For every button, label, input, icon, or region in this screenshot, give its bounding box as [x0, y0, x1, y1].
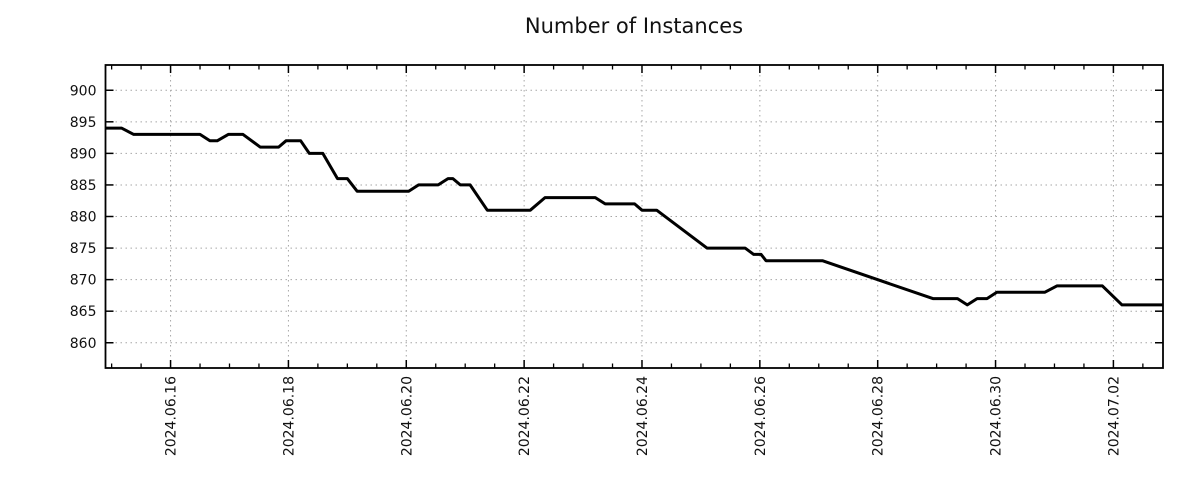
x-tick-label: 2024.06.30 — [989, 376, 1005, 456]
y-tick-label: 900 — [70, 83, 97, 99]
y-tick-label: 890 — [70, 146, 97, 162]
y-tick-label: 870 — [70, 273, 97, 289]
x-tick-label: 2024.06.18 — [281, 376, 297, 456]
axis-layer — [104, 64, 1164, 369]
x-tick-label: 2024.06.20 — [399, 376, 415, 456]
y-tick-label: 885 — [70, 178, 97, 194]
y-tick-label: 860 — [70, 336, 97, 352]
data-layer — [105, 126, 1163, 307]
x-tick-label: 2024.06.26 — [753, 376, 769, 456]
y-tick-label: 875 — [70, 241, 97, 257]
plot-border — [104, 64, 1164, 369]
chart-title: Number of Instances — [525, 14, 743, 38]
x-tick-label: 2024.06.22 — [517, 376, 533, 456]
label-layer: 860 865 870 875 880 885 890 895 900 2024.06.16 202… — [70, 83, 1123, 456]
x-tick-label: 2024.06.28 — [871, 376, 887, 456]
y-tick-label: 865 — [70, 304, 97, 320]
x-tick-label: 2024.06.24 — [635, 376, 651, 456]
series-line-instances — [105, 126, 1163, 307]
x-tick-label: 2024.07.02 — [1106, 376, 1122, 456]
x-tick-label: 2024.06.16 — [164, 376, 180, 456]
y-tick-label: 880 — [70, 210, 97, 226]
y-tick-label: 895 — [70, 115, 97, 131]
grid-layer — [105, 65, 1163, 368]
